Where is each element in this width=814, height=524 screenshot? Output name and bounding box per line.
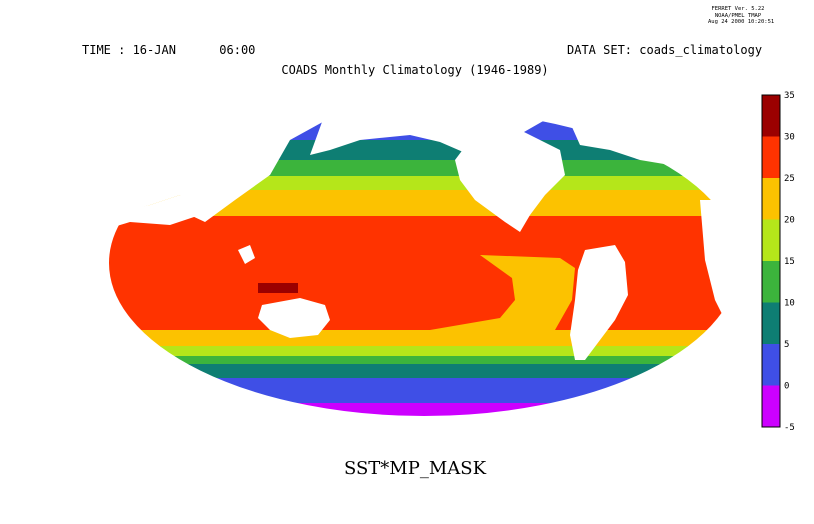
variable-label: SST*MP_MASK bbox=[343, 458, 487, 479]
colorbar-swatch bbox=[762, 385, 780, 427]
colorbar-swatch bbox=[762, 219, 780, 261]
time-label: TIME : 16-JAN 06:00 bbox=[82, 43, 256, 57]
plot-title: COADS Monthly Climatology (1946-1989) bbox=[281, 63, 549, 77]
band-tropics bbox=[106, 216, 742, 336]
band-subpolar-south bbox=[106, 364, 742, 382]
east-pacific-cool-tongue bbox=[430, 255, 575, 342]
stamp-line-2: NOAA/PMEL TMAP bbox=[714, 12, 762, 19]
colorbar-frame bbox=[761, 94, 781, 428]
colorbar-tick-label: 35 bbox=[784, 91, 795, 101]
land-australia bbox=[258, 298, 330, 338]
colorbar-tick-label: 25 bbox=[784, 174, 795, 184]
colorbar-tick-label: 10 bbox=[784, 299, 795, 309]
colorbar-swatch bbox=[762, 178, 780, 220]
stamp-line-1: FERRET Ver. 5.22 bbox=[711, 6, 765, 12]
software-stamp: FERRET Ver. 5.22 NOAA/PMEL TMAP Aug 24 2… bbox=[708, 6, 775, 26]
colorbar-swatch bbox=[762, 261, 780, 303]
land-north-america bbox=[455, 130, 565, 232]
colorbar-swatch bbox=[762, 95, 780, 137]
band-mid-north-1 bbox=[106, 176, 742, 194]
colorbar-tick-label: 0 bbox=[784, 382, 789, 392]
colorbar-swatch bbox=[762, 302, 780, 344]
colorbar-tick-label: 20 bbox=[784, 216, 795, 226]
colorbar-swatches bbox=[762, 95, 780, 427]
colorbar-tick-label: 5 bbox=[784, 340, 789, 350]
colorbar-tick-label: -5 bbox=[784, 423, 795, 433]
stamp-line-3: Aug 24 2000 10:20:51 bbox=[708, 19, 775, 25]
land-south-america bbox=[570, 245, 628, 360]
colorbar-swatch bbox=[762, 136, 780, 178]
colorbar-labels: -5 0 5 10 15 20 25 30 35 bbox=[784, 91, 795, 433]
warm-pool bbox=[258, 283, 298, 293]
colorbar-tick-label: 30 bbox=[784, 133, 795, 143]
globe-outline-mask bbox=[103, 104, 745, 422]
land-south-asia bbox=[106, 195, 200, 230]
land-indonesia bbox=[238, 245, 255, 264]
colorbar-swatch bbox=[762, 344, 780, 386]
dataset-label: DATA SET: coads_climatology bbox=[567, 43, 763, 57]
colorbar-tick-label: 15 bbox=[784, 257, 795, 267]
